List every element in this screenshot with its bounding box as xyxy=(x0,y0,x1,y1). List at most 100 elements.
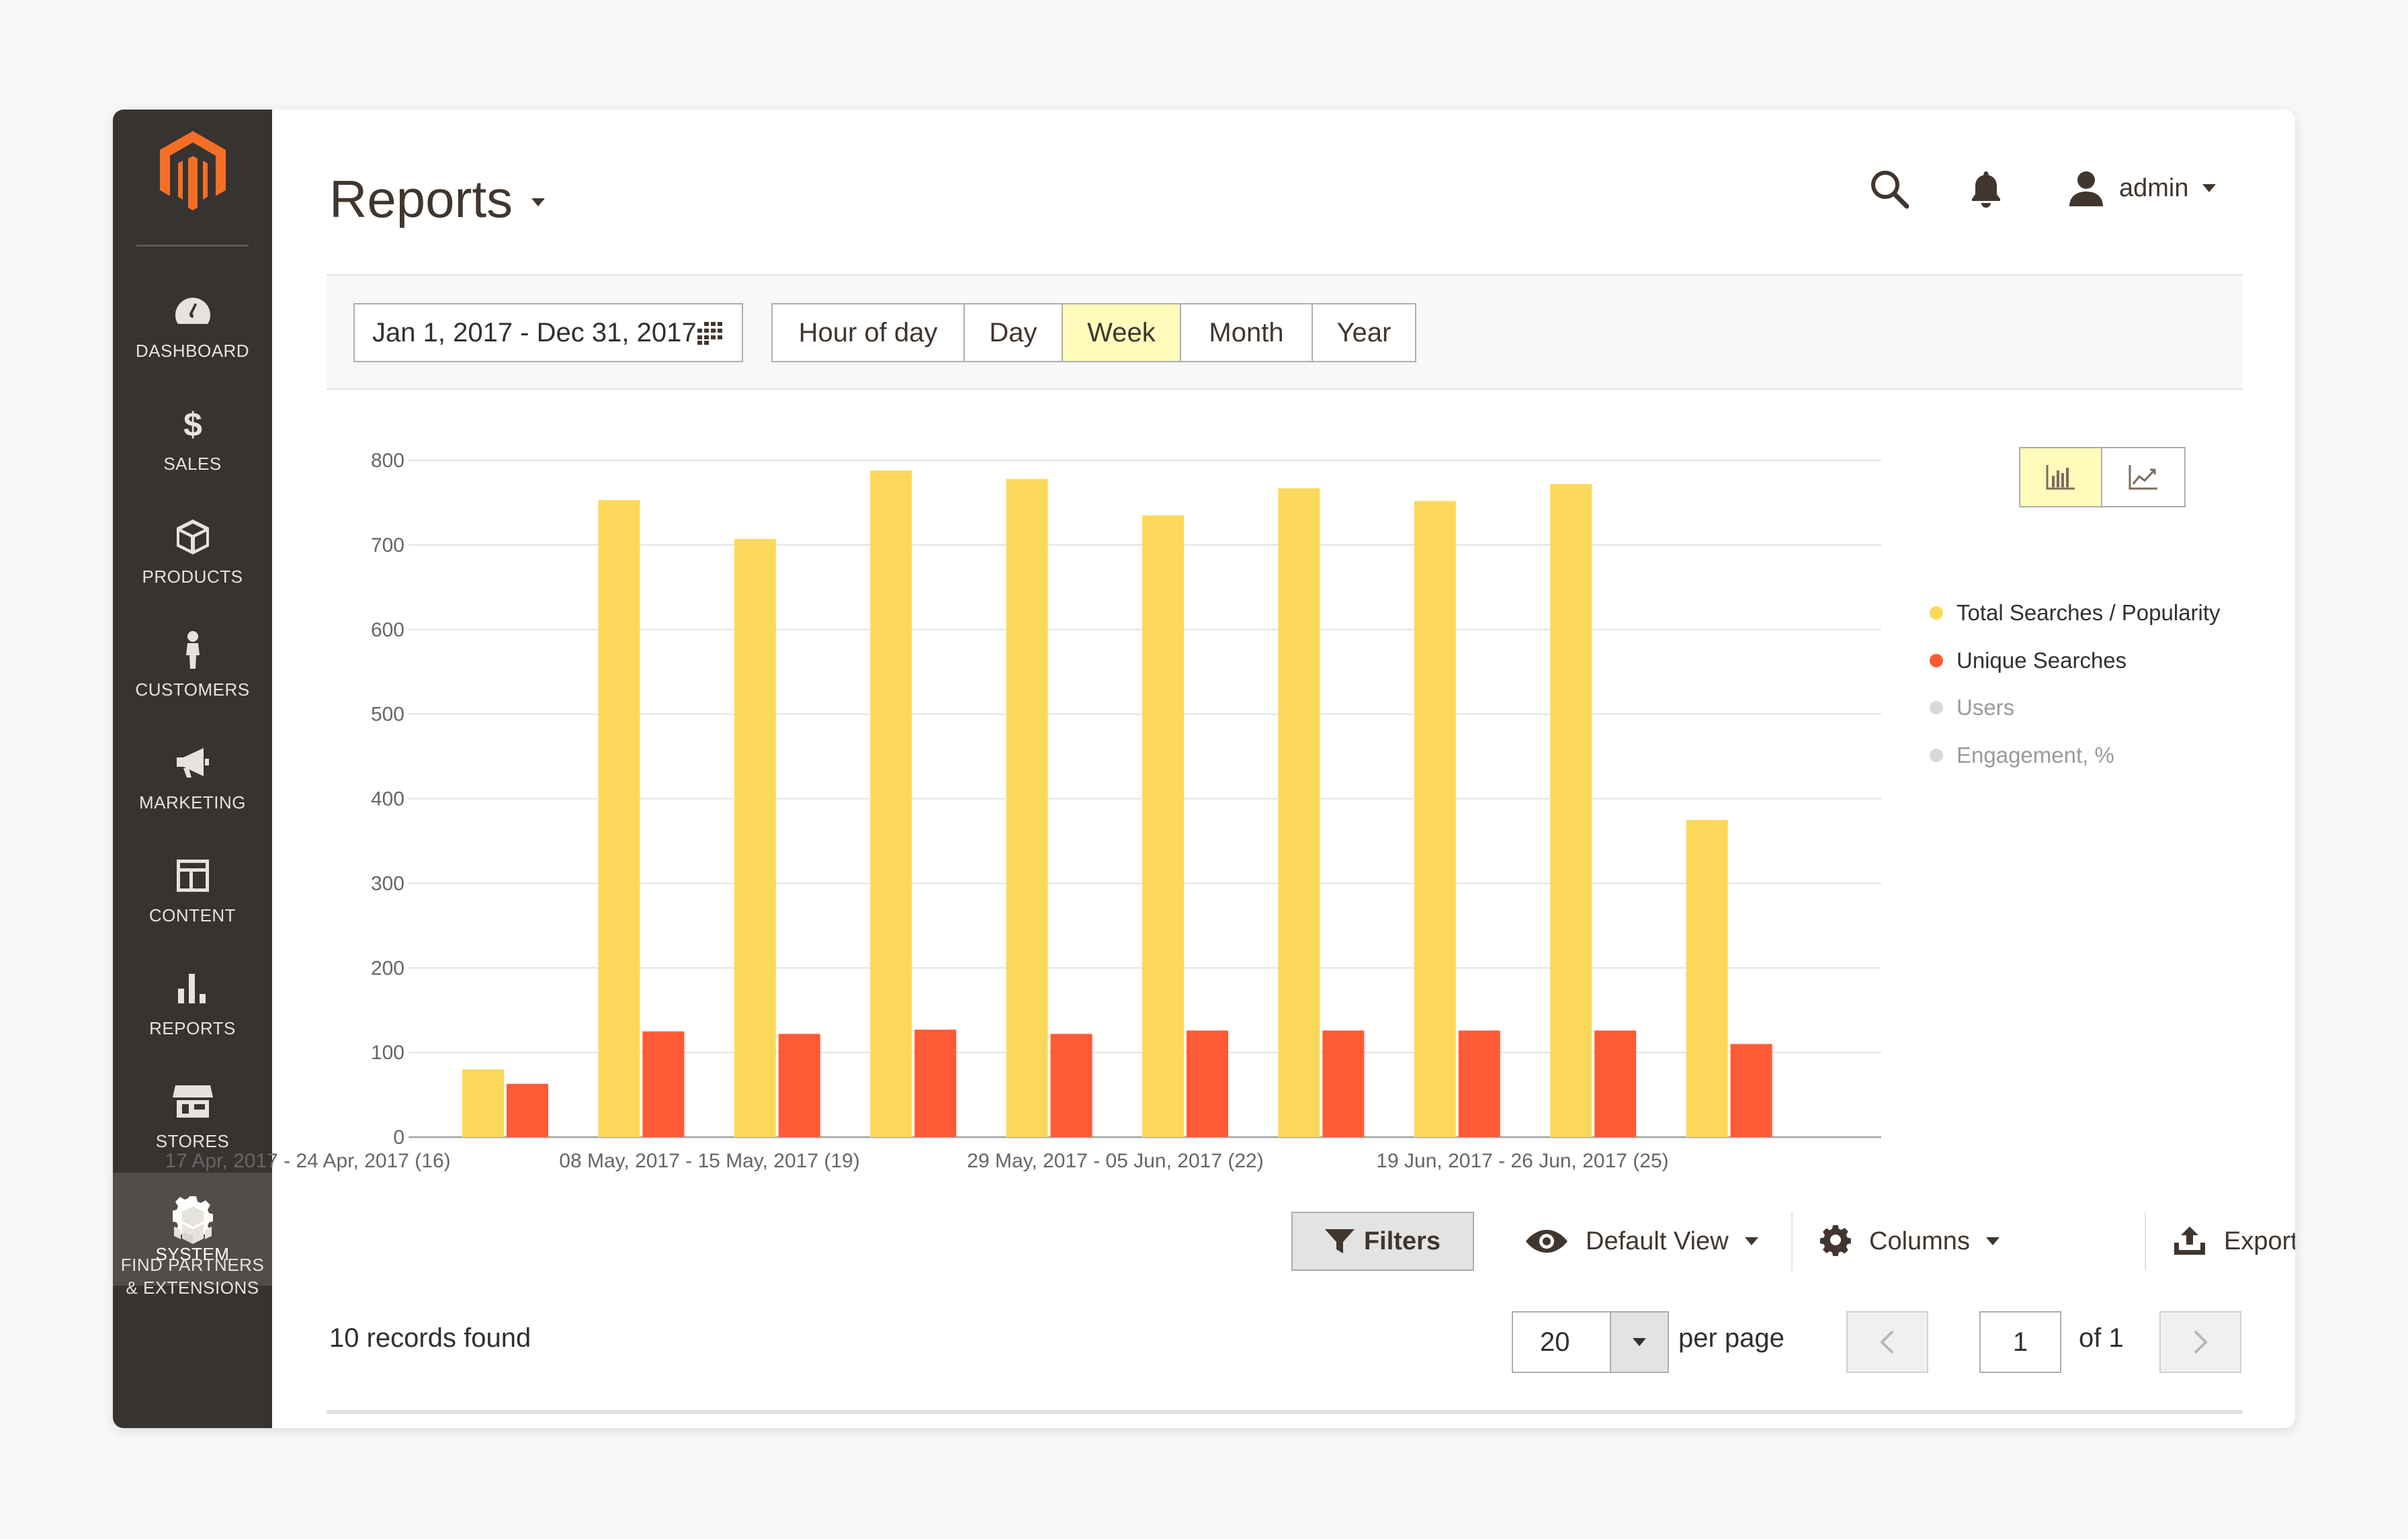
dollar-icon: $ xyxy=(171,403,214,446)
period-day[interactable]: Day xyxy=(965,304,1063,361)
sidebar-item-label: PRODUCTS xyxy=(142,567,243,587)
bar-unique-searches[interactable] xyxy=(778,1034,820,1137)
chevron-down-icon xyxy=(1633,1338,1646,1346)
chevron-down-icon xyxy=(1744,1237,1758,1245)
x-tick-label: 08 May, 2017 - 15 May, 2017 (19) xyxy=(559,1150,859,1172)
bar-total-searches[interactable] xyxy=(1278,488,1320,1137)
page-total: of 1 xyxy=(2079,1323,2124,1353)
date-range-picker[interactable]: Jan 1, 2017 - Dec 31, 2017 xyxy=(353,303,743,362)
x-tick-label: 17 Apr, 2017 - 24 Apr, 2017 (16) xyxy=(165,1150,450,1172)
sidebar-item-customers[interactable]: CUSTOMERS xyxy=(113,608,272,721)
columns-menu[interactable]: Columns xyxy=(1819,1212,2000,1271)
grid-divider xyxy=(327,1410,2243,1414)
bar-unique-searches[interactable] xyxy=(1187,1030,1228,1137)
records-count: 10 records found xyxy=(329,1323,531,1353)
legend-item[interactable]: Users xyxy=(1930,684,2221,732)
sidebar-item-label: MARKETING xyxy=(138,792,247,813)
sidebar-item-label: CONTENT xyxy=(148,905,236,925)
chevron-down-icon xyxy=(531,198,546,206)
default-view-menu[interactable]: Default View xyxy=(1525,1212,1758,1271)
period-year[interactable]: Year xyxy=(1336,317,1391,347)
user-menu[interactable]: admin xyxy=(2067,165,2216,212)
sidebar-item-content[interactable]: CONTENT xyxy=(113,834,272,947)
legend-item[interactable]: Unique Searches xyxy=(1930,637,2221,685)
sidebar-item-label: REPORTS xyxy=(149,1018,236,1038)
legend-item[interactable]: Engagement, % xyxy=(1930,732,2221,780)
default-view-label: Default View xyxy=(1586,1226,1729,1255)
action-divider xyxy=(2145,1212,2146,1271)
sidebar-item-partners[interactable]: FIND PARTNERS & EXTENSIONS xyxy=(113,1181,272,1322)
sidebar-item-stores[interactable]: STORES xyxy=(113,1060,272,1173)
bar-unique-searches[interactable] xyxy=(1594,1030,1637,1137)
y-tick-label: 200 xyxy=(371,957,404,979)
bar-total-searches[interactable] xyxy=(870,470,912,1137)
bar-total-searches[interactable] xyxy=(598,500,640,1137)
sidebar-item-products[interactable]: PRODUCTS xyxy=(113,495,272,608)
layout-icon xyxy=(171,854,214,897)
legend-label: Users xyxy=(1956,695,2015,720)
legend-label: Engagement, % xyxy=(1956,742,2114,767)
y-tick-label: 600 xyxy=(371,619,404,641)
search-icon[interactable] xyxy=(1868,167,1911,210)
period-month[interactable]: Month xyxy=(1181,304,1313,361)
bar-total-searches[interactable] xyxy=(1006,479,1048,1137)
bar-unique-searches[interactable] xyxy=(1730,1044,1772,1137)
x-tick-label: 29 May, 2017 - 05 Jun, 2017 (22) xyxy=(967,1150,1263,1172)
page-title[interactable]: Reports xyxy=(329,169,546,230)
bar-unique-searches[interactable] xyxy=(1458,1030,1500,1137)
sidebar-item-label: FIND PARTNERS & EXTENSIONS xyxy=(120,1255,265,1298)
action-divider xyxy=(1791,1212,1793,1271)
bell-icon[interactable] xyxy=(1965,167,2008,210)
y-tick-label: 0 xyxy=(393,1126,404,1149)
sidebar: DASHBOARD $ SALES PRODUCTS CUSTOMERS MARKETIN… xyxy=(113,110,272,1428)
filters-label: Filters xyxy=(1363,1226,1441,1255)
chevron-right-icon xyxy=(2194,1330,2208,1354)
sidebar-item-label: SYSTEM xyxy=(155,1244,230,1264)
sidebar-item-marketing[interactable]: MARKETING xyxy=(113,721,272,834)
bar-total-searches[interactable] xyxy=(1414,501,1456,1137)
bar-total-searches[interactable] xyxy=(1550,484,1592,1137)
bar-total-searches[interactable] xyxy=(1142,515,1184,1137)
bar-chart-view-button[interactable] xyxy=(2020,448,2102,506)
bar-unique-searches[interactable] xyxy=(642,1031,685,1137)
gear-icon xyxy=(1819,1225,1851,1256)
bar-total-searches[interactable] xyxy=(1686,819,1728,1137)
bar-unique-searches[interactable] xyxy=(1322,1030,1365,1137)
export-menu[interactable]: Export xyxy=(2173,1212,2295,1271)
line-chart-view-button[interactable] xyxy=(2102,448,2184,506)
magento-logo-icon[interactable] xyxy=(158,130,228,210)
filters-button[interactable]: Filters xyxy=(1291,1212,1474,1271)
bar-total-searches[interactable] xyxy=(734,539,776,1137)
period-switcher: Hour of day Day Week Month Year xyxy=(771,303,1416,362)
bar-unique-searches[interactable] xyxy=(914,1030,957,1137)
eye-icon xyxy=(1526,1230,1567,1253)
period-hour-of-day[interactable]: Hour of day xyxy=(773,304,965,361)
boxes-icon xyxy=(171,1204,214,1247)
bar-unique-searches[interactable] xyxy=(507,1083,548,1137)
app-window: DASHBOARD $ SALES PRODUCTS CUSTOMERS MARKETIN… xyxy=(113,110,2295,1428)
svg-text:$: $ xyxy=(183,406,202,444)
chevron-left-icon xyxy=(1880,1330,1894,1354)
sidebar-item-sales[interactable]: $ SALES xyxy=(113,382,272,495)
filter-icon xyxy=(1324,1229,1354,1253)
bar-unique-searches[interactable] xyxy=(1050,1034,1092,1137)
per-page-dropdown-button[interactable] xyxy=(1610,1313,1668,1372)
next-page-button[interactable] xyxy=(2159,1311,2241,1373)
user-icon xyxy=(2069,171,2103,206)
y-tick-label: 400 xyxy=(371,788,404,810)
x-tick-label: 19 Jun, 2017 - 26 Jun, 2017 (25) xyxy=(1376,1150,1668,1172)
page-number-input[interactable] xyxy=(1979,1311,2061,1373)
bar-total-searches[interactable] xyxy=(462,1069,504,1137)
sidebar-item-dashboard[interactable]: DASHBOARD xyxy=(113,269,272,382)
date-range-value: Jan 1, 2017 - Dec 31, 2017 xyxy=(372,317,697,347)
per-page-select[interactable]: 20 xyxy=(1512,1311,1669,1373)
legend-dot-icon xyxy=(1930,701,1943,715)
chart-legend: Total Searches / Popularity Unique Search… xyxy=(1930,589,2221,779)
sidebar-item-reports[interactable]: REPORTS xyxy=(113,947,272,1060)
period-week[interactable]: Week xyxy=(1063,304,1181,361)
username: admin xyxy=(2119,173,2189,202)
megaphone-icon xyxy=(171,741,214,784)
previous-page-button[interactable] xyxy=(1846,1311,1928,1373)
legend-item[interactable]: Total Searches / Popularity xyxy=(1930,589,2221,637)
calendar-icon[interactable] xyxy=(696,322,723,345)
